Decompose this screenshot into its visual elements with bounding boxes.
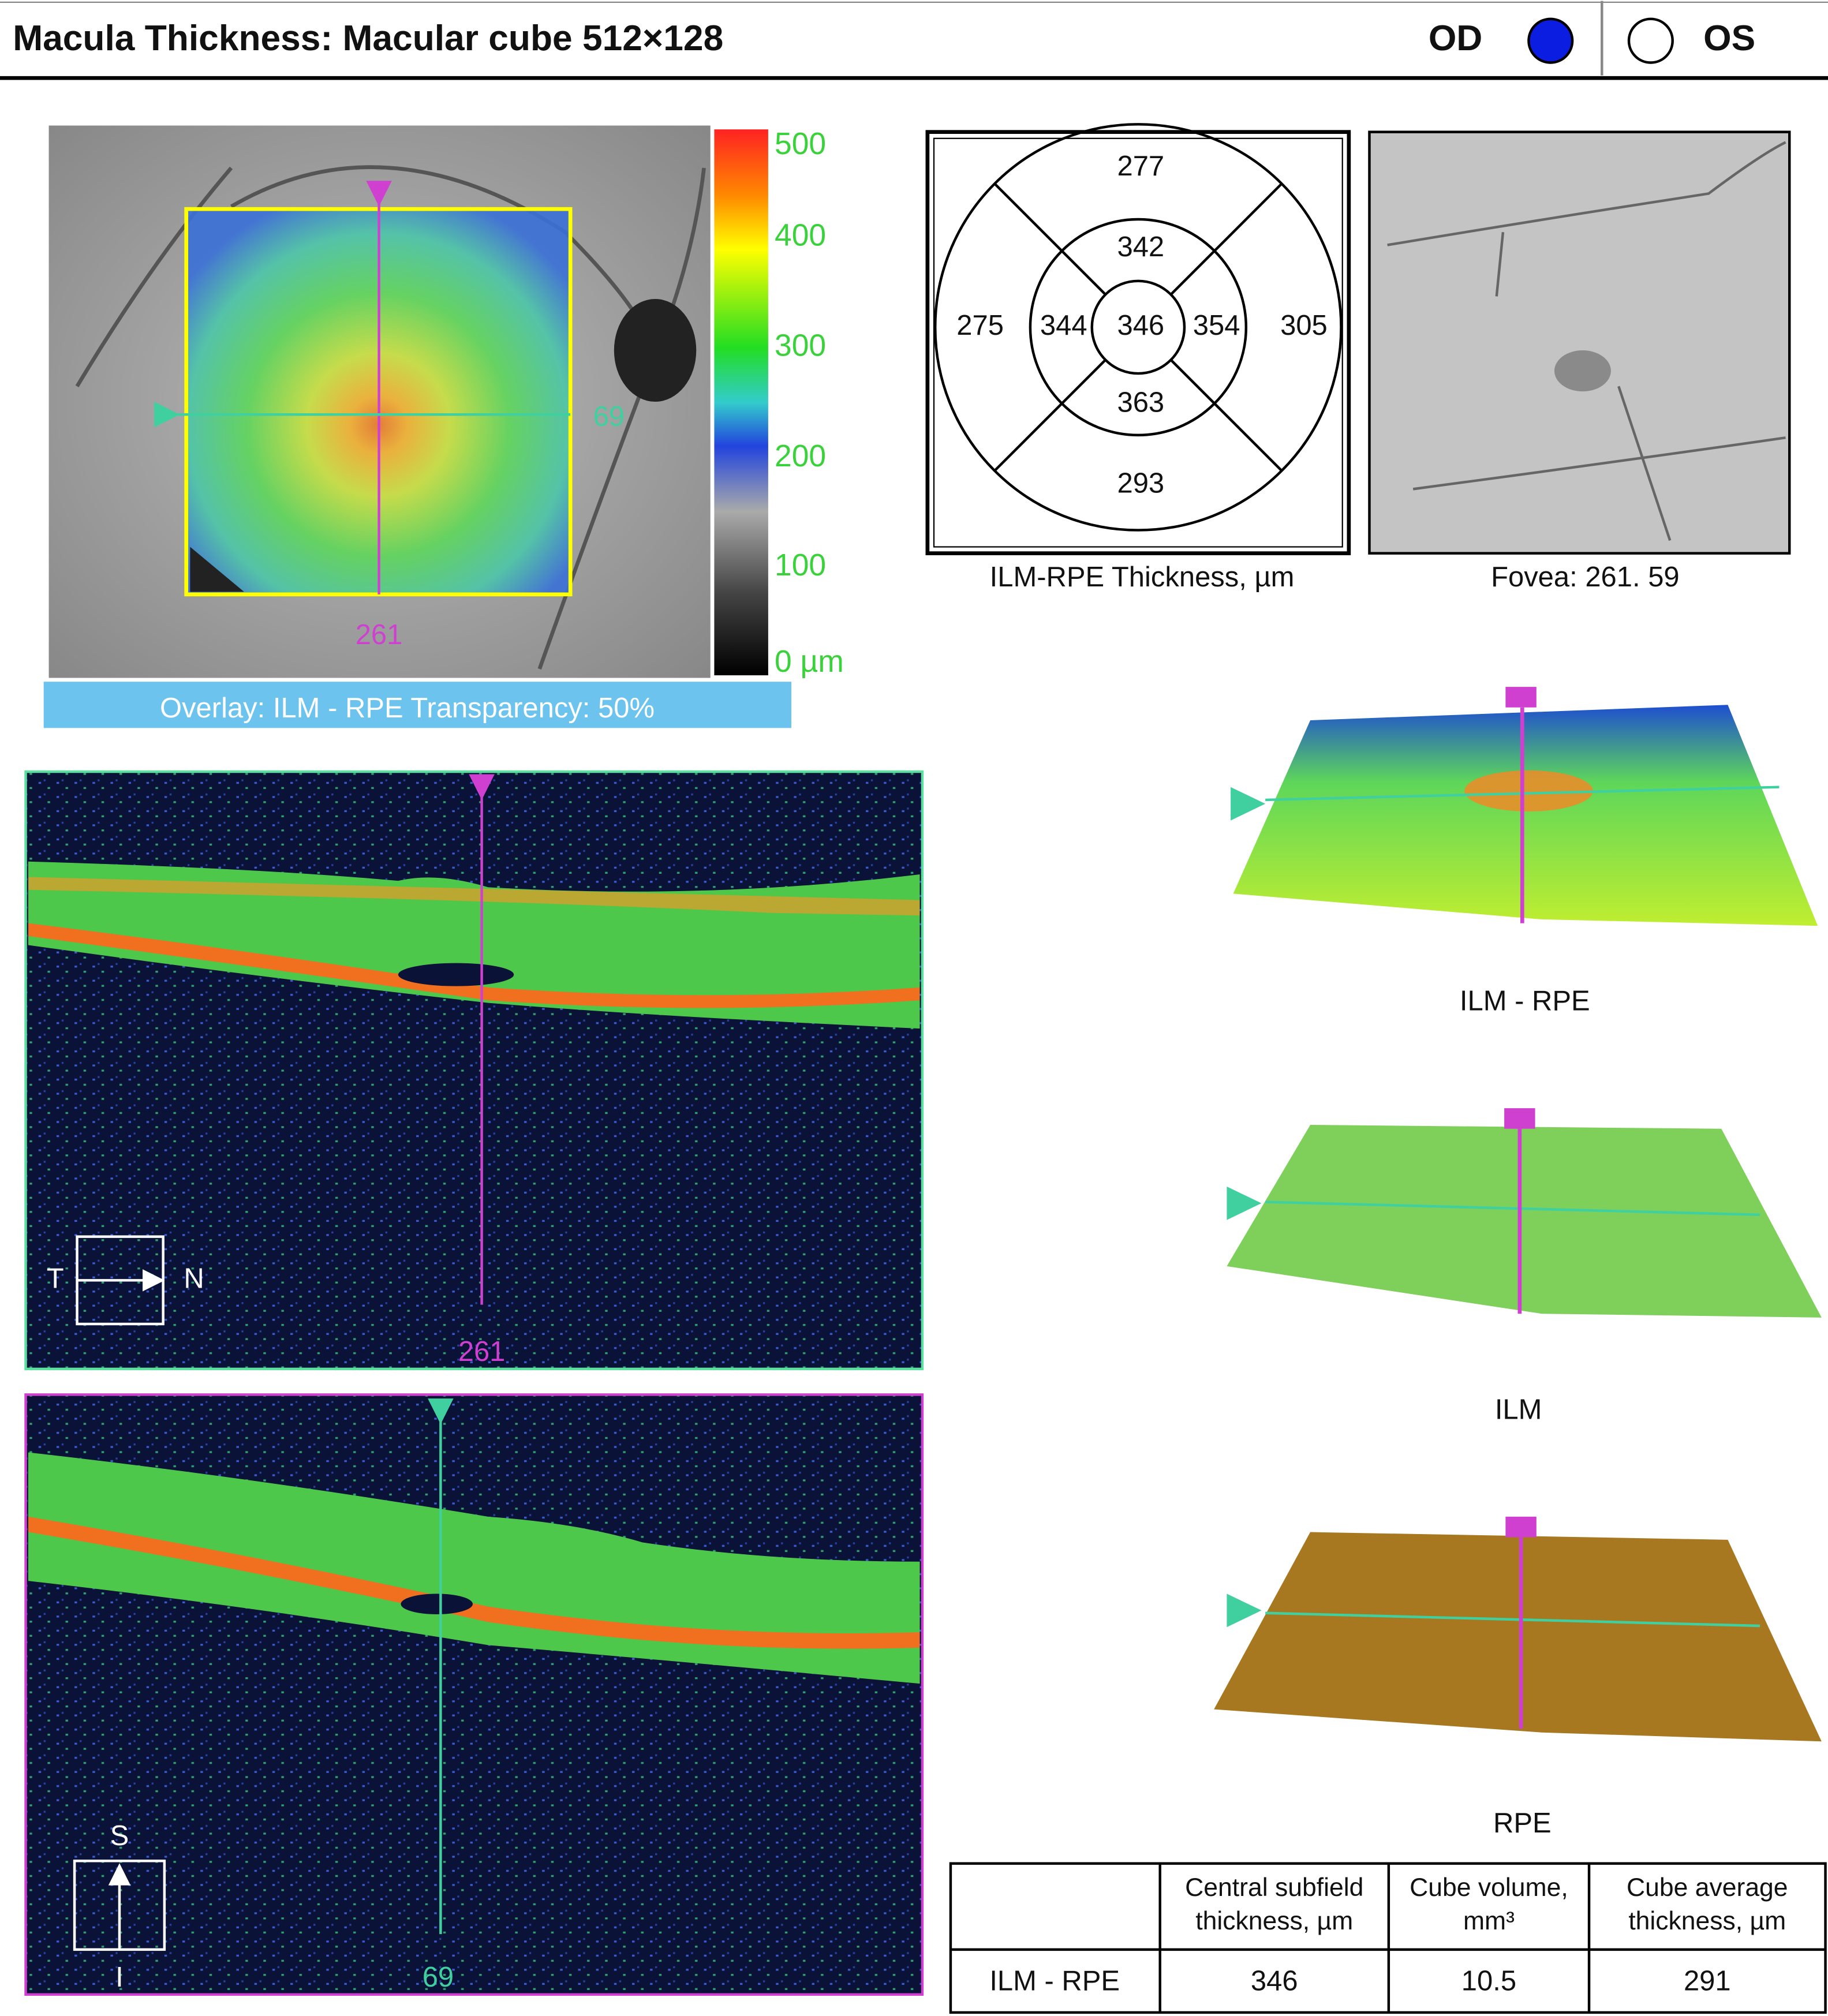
fluid — [401, 1594, 473, 1614]
inner-ring — [1029, 218, 1248, 437]
fovea-thickening — [1464, 770, 1593, 811]
table-cell: 10.5 — [1461, 1966, 1516, 1997]
overlay-label: Overlay: ILM - RPE Transparency: 50% — [160, 693, 655, 724]
table-grid — [949, 1862, 1827, 2014]
fovea-image — [1368, 130, 1791, 555]
scan-number: 261 — [356, 619, 403, 650]
scale-label: 100 — [775, 548, 826, 582]
marker — [154, 402, 180, 428]
table-header: thickness, µm — [1195, 1907, 1353, 1935]
etdrs-value: 344 — [1040, 310, 1087, 341]
rpe-layer — [28, 1516, 920, 1649]
etdrs-value: 354 — [1193, 310, 1240, 341]
etdrs-frame — [925, 130, 1351, 555]
table-cell: 346 — [1251, 1966, 1298, 1997]
etdrs-value: 293 — [1117, 468, 1164, 499]
color-scale — [714, 129, 768, 676]
fluid — [398, 963, 514, 986]
scan-number: 261 — [458, 1336, 506, 1367]
marker — [1227, 1186, 1262, 1220]
sector-lines — [993, 182, 1283, 472]
etdrs-value: 305 — [1280, 310, 1328, 341]
surface-label: RPE — [1493, 1808, 1552, 1839]
orientation-label: S — [110, 1820, 129, 1852]
fovea-pit — [1554, 350, 1611, 392]
table-cell: 291 — [1684, 1966, 1731, 1997]
scale-label: 400 — [775, 218, 826, 252]
scale-label: 0 µm — [775, 645, 844, 679]
orientation-label: T — [47, 1263, 64, 1294]
overlay-corner — [190, 547, 244, 592]
table-header: Central subfield — [1185, 1873, 1363, 1902]
vessels — [75, 165, 706, 670]
scale-label: 300 — [775, 329, 826, 363]
etdrs-value: 275 — [956, 310, 1004, 341]
table-header: mm³ — [1463, 1907, 1515, 1935]
etdrs-value: 363 — [1117, 387, 1164, 418]
marker — [1505, 1516, 1537, 1538]
marker — [428, 1398, 454, 1424]
table-header: Cube average — [1627, 1873, 1788, 1902]
title: Macula Thickness: Macular cube 512×128 — [13, 18, 723, 58]
surface-ilm-rpe — [1233, 705, 1818, 926]
scan-line — [1265, 1200, 1760, 1217]
overlay-banner — [43, 682, 791, 728]
surface-rpe — [1214, 1532, 1822, 1742]
surface-label: ILM - RPE — [1460, 986, 1590, 1017]
table-cell: ILM - RPE — [989, 1966, 1120, 1997]
surface-ilm — [1227, 1125, 1822, 1318]
orientation-arrow — [77, 1269, 165, 1292]
etdrs-frame — [933, 137, 1343, 548]
vessels — [1387, 141, 1786, 541]
etdrs-value: 277 — [1117, 151, 1164, 182]
od-label: OD — [1429, 18, 1482, 58]
marker — [366, 181, 392, 207]
marker — [1505, 687, 1537, 708]
scale-label: 200 — [775, 439, 826, 473]
marker — [1504, 1108, 1535, 1129]
marker — [1227, 1594, 1262, 1628]
orientation-arrow — [108, 1863, 131, 1950]
scale-label: 500 — [775, 127, 826, 161]
central-ring — [1090, 279, 1186, 375]
marker — [1231, 787, 1266, 821]
etdrs-value: 342 — [1117, 231, 1164, 263]
scan-line — [1265, 1611, 1760, 1628]
table-header: thickness, µm — [1628, 1907, 1786, 1935]
orientation-label: I — [115, 1962, 124, 1993]
etdrs-caption: ILM-RPE Thickness, µm — [990, 562, 1295, 593]
scan-number: 69 — [423, 1962, 454, 1993]
marker — [469, 774, 495, 800]
table-header: Cube volume, — [1410, 1873, 1568, 1902]
retina-layer — [28, 1452, 920, 1684]
rnfl-layer — [28, 877, 920, 916]
fovea-caption: Fovea: 261. 59 — [1491, 562, 1680, 593]
optic-disc — [614, 298, 697, 402]
orientation-label: N — [184, 1263, 204, 1294]
etdrs-value: 346 — [1117, 310, 1164, 341]
os-label: OS — [1703, 18, 1755, 58]
os-indicator — [1627, 17, 1674, 64]
rpe-layer — [28, 923, 920, 1008]
od-indicator — [1527, 17, 1574, 64]
scan-number: 69 — [593, 401, 625, 432]
surface-label: ILM — [1495, 1394, 1542, 1425]
outer-ring — [933, 123, 1343, 532]
